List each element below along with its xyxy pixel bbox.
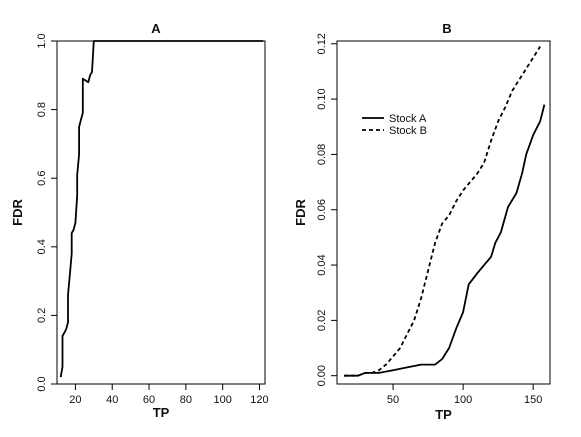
chart-title: B (442, 21, 451, 36)
series-line-stock-b (344, 46, 541, 377)
legend-label: Stock B (389, 125, 427, 137)
x-tick-label: 50 (387, 394, 399, 406)
x-tick-label: 40 (106, 394, 118, 406)
y-tick-label: 0.4 (36, 239, 48, 254)
y-tick-label: 0.06 (316, 199, 328, 220)
legend-label: Stock A (389, 113, 427, 125)
x-tick-label: 60 (143, 394, 155, 406)
chart-panel-b: B 50 100 150 0.00 0.02 0.04 0.06 0.08 0.10 0.12 TP F… (293, 21, 551, 422)
x-tick-label: 150 (524, 394, 542, 406)
x-tick-label: 80 (180, 394, 192, 406)
chart-panel-a: A 20 40 60 80 100 120 0.0 0.2 0.4 0.6 0.8 1.0 TP FDR (10, 21, 269, 420)
plot-frame (336, 40, 551, 385)
series-line-stock-a (344, 104, 546, 377)
series-line (59, 40, 264, 378)
x-tick-label: 20 (69, 394, 81, 406)
y-tick-label: 0.8 (36, 102, 48, 117)
y-tick-label: 0.00 (316, 365, 328, 386)
y-tick-label: 0.04 (316, 254, 328, 275)
y-tick-label: 1.0 (36, 33, 48, 48)
plot-frame (56, 40, 266, 385)
x-tick-label: 100 (454, 394, 472, 406)
chart-title: A (151, 21, 161, 36)
y-axis-label: FDR (293, 199, 308, 226)
x-axis-label: TP (435, 407, 452, 422)
y-tick-label: 0.10 (316, 88, 328, 109)
y-tick-label: 0.2 (36, 308, 48, 323)
x-axis-label: TP (153, 405, 170, 420)
y-tick-label: 0.02 (316, 310, 328, 331)
y-tick-label: 0.08 (316, 144, 328, 165)
y-tick-label: 0.6 (36, 171, 48, 186)
y-tick-label: 0.0 (36, 376, 48, 391)
y-axis-label: FDR (10, 199, 25, 226)
x-tick-label: 120 (250, 394, 268, 406)
x-tick-label: 100 (213, 394, 231, 406)
y-tick-label: 0.12 (316, 33, 328, 54)
